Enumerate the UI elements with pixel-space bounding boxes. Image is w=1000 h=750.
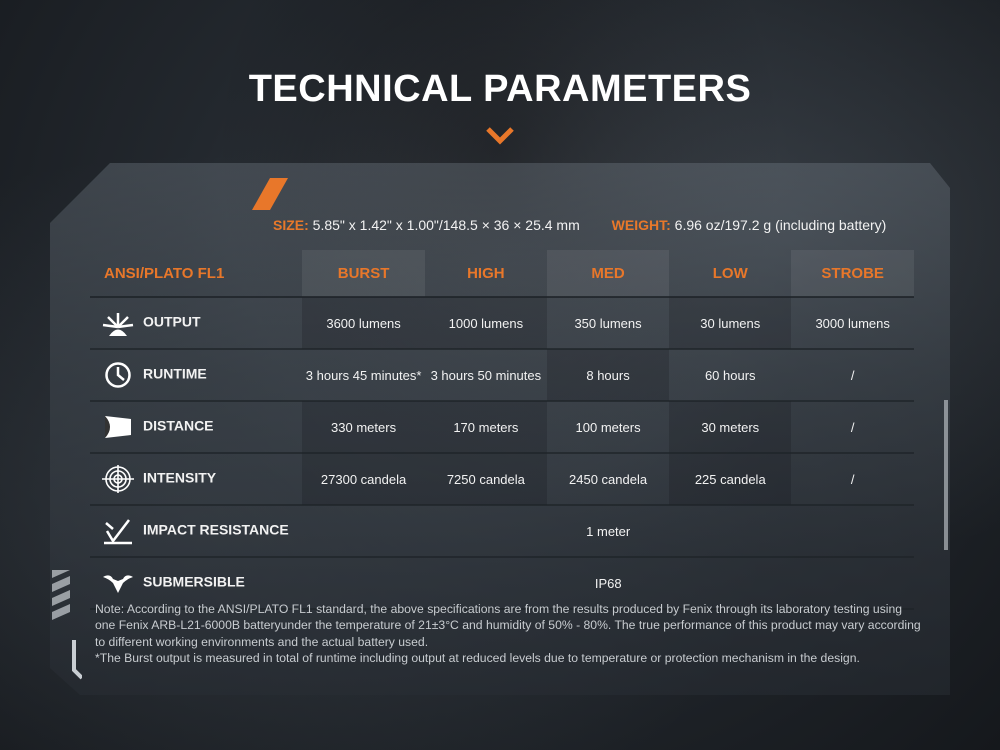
table-header-row: ANSI/PLATO FL1 BURST HIGH MED LOW STROBE — [90, 250, 914, 297]
decor-stripes — [52, 570, 82, 680]
row-label: OUTPUT — [143, 313, 201, 330]
spec-table: ANSI/PLATO FL1 BURST HIGH MED LOW STROBE… — [90, 250, 914, 610]
header-high: HIGH — [467, 264, 505, 282]
size-value: 5.85" x 1.42" x 1.00"/148.5 × 36 × 25.4 … — [312, 217, 580, 233]
cell: 3 hours 45 minutes* — [302, 349, 425, 402]
row-label: RUNTIME — [143, 365, 207, 382]
header-standard: ANSI/PLATO FL1 — [104, 264, 225, 282]
cell: 7250 candela — [424, 453, 547, 506]
decor-stripe — [944, 400, 948, 550]
target-icon — [102, 465, 134, 493]
cell: 350 lumens — [546, 297, 670, 350]
page-title: TECHNICAL PARAMETERS — [248, 68, 752, 110]
weight-label: WEIGHT: — [611, 217, 671, 233]
cell: 170 meters — [424, 401, 547, 454]
table-row: IMPACT RESISTANCE 1 meter — [90, 505, 914, 558]
note-text: Note: According to the ANSI/PLATO FL1 st… — [95, 602, 921, 649]
beam-distance-icon — [105, 416, 131, 438]
size-label: SIZE: — [273, 217, 309, 233]
clock-icon — [105, 362, 131, 388]
cell: 100 meters — [546, 401, 670, 454]
cell: / — [791, 401, 914, 454]
water-icon — [103, 575, 133, 593]
table-row: DISTANCE 330 meters 170 meters 100 meter… — [90, 401, 914, 454]
footnote: Note: According to the ANSI/PLATO FL1 st… — [95, 601, 925, 666]
row-label: DISTANCE — [143, 417, 214, 434]
row-label: SUBMERSIBLE — [143, 573, 245, 590]
cell: IP68 — [302, 557, 914, 610]
table-row: OUTPUT 3600 lumens 1000 lumens 350 lumen… — [90, 297, 914, 350]
accent-stripe — [252, 178, 288, 210]
table-row: RUNTIME 3 hours 45 minutes* 3 hours 50 m… — [90, 349, 914, 402]
dimensions-line: SIZE: 5.85" x 1.42" x 1.00"/148.5 × 36 ×… — [273, 217, 886, 233]
cell: 2450 candela — [546, 453, 670, 506]
cell: 1 meter — [302, 505, 914, 558]
cell: 8 hours — [546, 349, 670, 402]
burst-light-icon — [102, 313, 134, 336]
header-med: MED — [546, 250, 670, 297]
cell: 30 lumens — [669, 297, 792, 350]
burst-note-text: *The Burst output is measured in total o… — [95, 650, 860, 665]
cell: 330 meters — [302, 401, 425, 454]
header-low: LOW — [712, 264, 748, 282]
header-burst: BURST — [302, 250, 425, 297]
cell: 3600 lumens — [302, 297, 425, 350]
impact-icon — [104, 519, 132, 545]
chevron-down-icon — [486, 127, 514, 145]
table-row: SUBMERSIBLE IP68 — [90, 557, 914, 610]
cell: 60 hours — [669, 349, 792, 402]
row-label: INTENSITY — [143, 469, 217, 486]
cell: 1000 lumens — [424, 297, 547, 350]
weight-value: 6.96 oz/197.2 g (including battery) — [674, 217, 887, 233]
cell: 30 meters — [669, 401, 792, 454]
cell: 3000 lumens — [791, 297, 914, 350]
cell: 27300 candela — [302, 453, 425, 506]
cell: 225 candela — [669, 453, 792, 506]
cell: / — [791, 453, 914, 506]
header-strobe: STROBE — [791, 250, 914, 297]
cell: / — [791, 349, 914, 402]
table-row: INTENSITY 27300 candela 7250 candela 245… — [90, 453, 914, 506]
cell: 3 hours 50 minutes — [424, 349, 547, 402]
row-label: IMPACT RESISTANCE — [143, 521, 289, 538]
